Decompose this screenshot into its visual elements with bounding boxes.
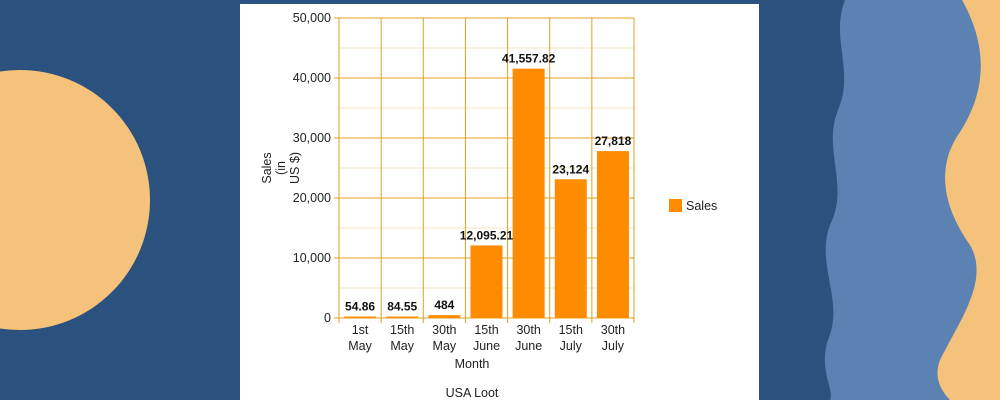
category-label: 15th [559,323,583,337]
bar [596,151,629,318]
y-tick-label: 0 [324,311,331,325]
data-labels: 54.86 84.55 484 12,095.21 41,557.82 23,124 27,… [345,52,632,314]
category-label: 1st [352,323,369,337]
x-axis-title: Month [455,357,490,371]
data-label: 27,818 [595,134,632,148]
bars [344,68,629,318]
category-label: May [433,339,457,353]
category-label: May [348,339,372,353]
category-label: June [515,339,542,353]
bar [554,179,587,318]
legend-label: Sales [686,199,717,213]
data-label: 54.86 [345,300,375,314]
bar [386,316,419,318]
y-tick-label: 30,000 [293,131,331,145]
data-label: 12,095.21 [460,228,514,242]
right-blue-shape [824,0,1000,400]
category-label: July [560,339,583,353]
bar [344,316,377,318]
y-axis-title-line: US $) [288,152,302,184]
category-label: May [390,339,414,353]
category-label: 30th [516,323,540,337]
bar [512,68,545,318]
legend: Sales [669,199,717,213]
y-axis-ticks: 0 10,000 20,000 30,000 40,000 50,000 [293,11,331,325]
left-orange-circle [0,70,150,330]
major-gridlines [334,17,635,323]
data-label: 484 [434,298,454,312]
y-axis-title: Sales(inUS $) [260,152,302,184]
bar-chart: 0 10,000 20,000 30,000 40,000 50,000 54.86 84.… [260,11,717,400]
y-tick-label: 40,000 [293,71,331,85]
category-label: 15th [474,323,498,337]
y-axis-title-line: (in [274,161,288,175]
category-label: June [473,339,500,353]
data-label: 23,124 [552,162,589,176]
right-orange-shape [937,0,1000,400]
data-label: 41,557.82 [502,52,556,66]
chart-title: USA Loot [446,386,499,400]
legend-swatch [669,199,682,212]
category-label: 30th [432,323,456,337]
y-tick-label: 50,000 [293,11,331,25]
bar [428,315,461,318]
chart-panel: 0 10,000 20,000 30,000 40,000 50,000 54.86 84.… [240,4,759,400]
category-label: 30th [601,323,625,337]
data-label: 84.55 [387,300,417,314]
y-tick-label: 20,000 [293,191,331,205]
y-axis-title-line: Sales [260,152,274,183]
bar [470,245,503,318]
category-label: 15th [390,323,414,337]
category-labels: 1st May 15th May 30th May 15th June 30th June 15th… [348,323,625,353]
category-label: July [602,339,625,353]
y-tick-label: 10,000 [293,251,331,265]
